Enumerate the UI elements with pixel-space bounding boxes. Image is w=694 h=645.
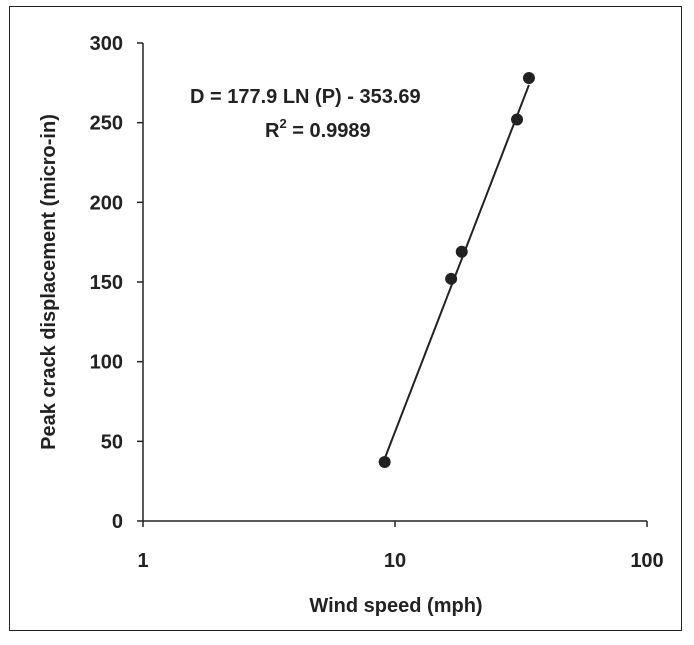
y-tick-label: 200	[90, 192, 123, 214]
data-points	[378, 72, 535, 469]
data-point	[511, 113, 524, 126]
data-point	[445, 272, 458, 285]
trendline-group	[383, 84, 530, 459]
data-point	[522, 72, 535, 85]
y-tick-label: 250	[90, 113, 123, 135]
y-tick-label: 0	[112, 511, 123, 533]
axes	[142, 43, 647, 522]
y-axis-title: Peak crack displacement (micro-in)	[38, 114, 60, 450]
r-squared-value: = 0.9989	[287, 120, 371, 142]
y-tick-label: 150	[90, 272, 123, 294]
x-axis-title: Wind speed (mph)	[309, 595, 482, 617]
data-point	[455, 245, 468, 258]
equation-label: D = 177.9 LN (P) - 353.69	[190, 86, 421, 108]
x-tick-label: 10	[384, 550, 406, 572]
y-tick-label: 100	[90, 352, 123, 374]
y-ticks: 0 50 100 150 200 250 300	[90, 33, 143, 533]
data-point	[378, 456, 391, 469]
y-tick-label: 300	[90, 33, 123, 55]
trendline	[383, 84, 530, 459]
chart-frame	[9, 6, 682, 631]
r-squared-superscript: 2	[279, 116, 286, 131]
x-ticks: 1 10 100	[137, 521, 664, 572]
x-tick-label: 100	[630, 550, 663, 572]
y-tick-label: 50	[101, 431, 123, 453]
r-squared-label: R2 = 0.9989	[265, 116, 371, 142]
r-squared-prefix: R	[265, 120, 280, 142]
x-tick-label: 1	[137, 550, 148, 572]
